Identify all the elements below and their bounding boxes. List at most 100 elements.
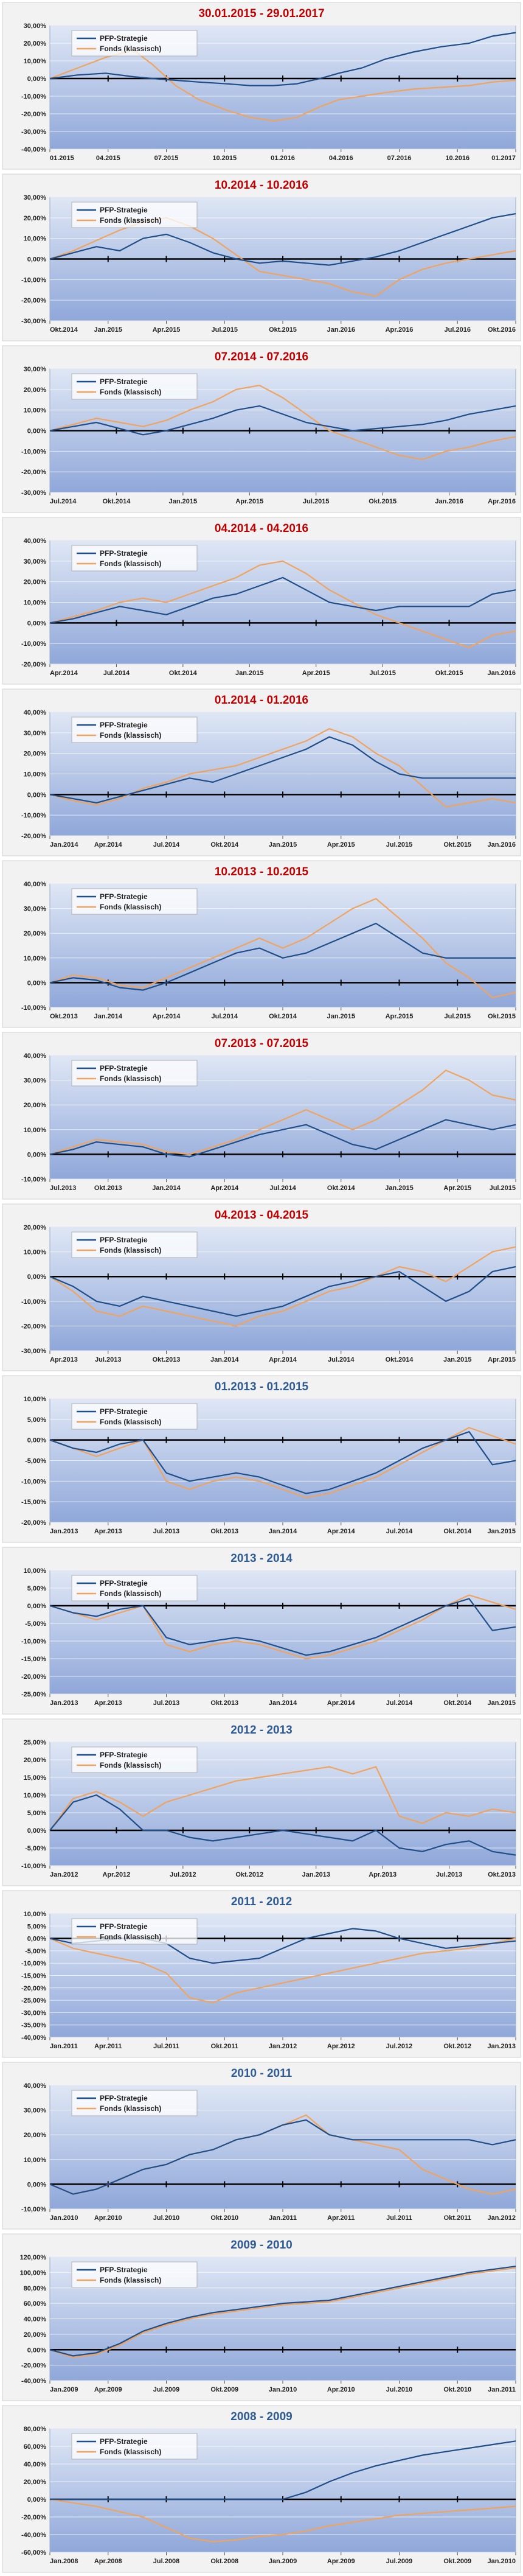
x-tick-label: 07.2016 [387, 155, 412, 162]
y-tick-label: -20,00% [21, 469, 46, 476]
x-tick-label: Okt.2009 [443, 2558, 471, 2565]
chart-panel: 2011 - 2012 10,00% 5,00% 0,00% -5,00% -10,00%… [0, 1888, 523, 2060]
chart-title: 07.2014 - 07.2016 [215, 351, 308, 363]
legend-box [71, 1575, 198, 1601]
legend-label: PFP-Strategie [100, 1579, 148, 1587]
y-tick-label: -30,00% [21, 128, 46, 136]
x-tick-label: Jan.2014 [152, 1185, 181, 1192]
series-line-strategy [49, 32, 516, 86]
x-tick-label: Jul.2015 [445, 1013, 471, 1020]
legend-box [71, 1231, 198, 1258]
y-tick-label: 40,00% [24, 1052, 47, 1060]
x-tick-label: Apr.2012 [102, 1871, 130, 1878]
x-tick-label: Okt.2013 [94, 1185, 122, 1192]
y-tick-label: 0,00% [27, 428, 46, 435]
legend-label: PFP-Strategie [100, 2266, 148, 2274]
x-tick-label: Apr.2016 [488, 498, 516, 505]
legend-label: Fonds (klassisch) [100, 1074, 161, 1083]
legend-label: PFP-Strategie [100, 34, 148, 43]
series-line-fund [49, 560, 516, 648]
y-tick-label: 10,00% [24, 1396, 47, 1403]
x-tick-label: Apr.2014 [94, 841, 123, 849]
x-tick-label: Okt.2012 [235, 1871, 263, 1878]
chart-svg: 07.2014 - 07.2016 30,00% 20,00% 10,00% 0,00%… [2, 345, 521, 513]
y-tick-label: 10,00% [24, 1792, 47, 1799]
x-tick-label: Okt.2014 [210, 841, 239, 849]
legend-label: Fonds (klassisch) [100, 731, 161, 740]
y-tick-label: 30,00% [24, 730, 47, 737]
x-tick-label: Jan.2015 [169, 498, 197, 505]
chart-svg: 01.2013 - 01.2015 10,00% 5,00% 0,00% -5,00% -… [2, 1375, 521, 1543]
series-line-strategy [49, 405, 516, 436]
chart-title: 04.2013 - 04.2015 [215, 1209, 309, 1222]
y-tick-label: -15,00% [21, 1973, 46, 1980]
x-tick-label: Apr.2010 [94, 2214, 122, 2222]
chart-title: 01.2013 - 01.2015 [215, 1381, 309, 1393]
chart-svg: 2012 - 2013 25,00% 20,00% 15,00% 10,00% 5,00%… [2, 1718, 521, 1886]
x-tick-label: Jan.2016 [488, 841, 516, 849]
chart-svg: 30.01.2015 - 29.01.2017 30,00% 20,00% 10,00… [2, 2, 521, 170]
x-tick-label: Apr.2015 [153, 326, 181, 334]
y-tick-label: 0,00% [27, 1437, 46, 1444]
y-tick-label: 10,00% [24, 600, 47, 607]
legend-label: PFP-Strategie [100, 2094, 148, 2102]
y-tick-label: -10,00% [21, 640, 46, 648]
y-tick-label: 10,00% [24, 955, 47, 962]
series-line-fund [49, 1069, 516, 1155]
x-tick-label: Jan.2011 [50, 2043, 78, 2050]
chart-svg: 2013 - 2014 10,00% 5,00% 0,00% -5,00% -10,00%… [2, 1547, 521, 1715]
y-tick-label: 40,00% [24, 2082, 47, 2090]
chart-svg: 10.2014 - 10.2016 30,00% 20,00% 10,00% 0,00%… [2, 173, 521, 341]
legend-label: Fonds (klassisch) [100, 1761, 161, 1769]
chart-panel: 2013 - 2014 10,00% 5,00% 0,00% -5,00% -10,00%… [0, 1545, 523, 1717]
x-tick-label: Jul.2013 [153, 1699, 179, 1707]
x-tick-label: Apr.2014 [210, 1185, 239, 1192]
y-tick-label: -20,00% [21, 2514, 46, 2521]
y-tick-label: -10,00% [21, 448, 46, 455]
chart-title: 2012 - 2013 [230, 1724, 292, 1737]
chart-panel: 07.2013 - 07.2015 40,00% 30,00% 20,00% 10,00… [0, 1030, 523, 1202]
y-tick-label: 0,00% [27, 2181, 46, 2188]
x-tick-label: Okt.2014 [386, 1356, 414, 1363]
x-tick-label: Jan.2014 [269, 1528, 297, 1535]
x-tick-label: Okt.2010 [210, 2214, 238, 2222]
x-tick-label: Jul.2009 [386, 2558, 412, 2565]
x-tick-label: Jul.2014 [212, 1013, 238, 1020]
x-tick-label: Okt.2014 [443, 1528, 472, 1535]
legend-label: Fonds (klassisch) [100, 2104, 161, 2113]
chart-title: 2009 - 2010 [230, 2239, 292, 2252]
x-tick-label: 10.2016 [445, 155, 469, 162]
x-tick-label: Okt.2014 [102, 498, 131, 505]
y-tick-label: 120,00% [20, 2254, 47, 2261]
chart-panel: 2008 - 2009 80,00% 60,00% 40,00% 20,00% 0,00%… [0, 2403, 523, 2575]
x-tick-label: Okt.2015 [435, 670, 463, 677]
series-line-strategy [49, 736, 516, 803]
x-tick-label: Jul.2016 [445, 326, 471, 334]
series-line-fund [49, 898, 516, 998]
x-tick-label: Okt.2015 [369, 498, 397, 505]
chart-panel: 2009 - 2010 120,00% 100,00% 80,00% 60,00% 40,… [0, 2231, 523, 2403]
legend-box [71, 2261, 198, 2288]
legend-label: Fonds (klassisch) [100, 2448, 161, 2456]
x-tick-label: Jul.2011 [386, 2214, 412, 2222]
y-tick-label: 0,00% [27, 979, 46, 987]
y-tick-label: 5,00% [27, 1416, 46, 1424]
y-tick-label: -10,00% [21, 1960, 46, 1967]
y-tick-label: 60,00% [24, 2300, 47, 2308]
y-tick-label: 80,00% [24, 2285, 47, 2292]
x-tick-label: Okt.2012 [443, 2043, 471, 2050]
y-tick-label: 10,00% [24, 1127, 47, 1134]
legend-label: PFP-Strategie [100, 1922, 148, 1931]
chart-svg: 2010 - 2011 40,00% 30,00% 20,00% 10,00% 0,00%… [2, 2062, 521, 2230]
x-tick-label: Jan.2016 [435, 498, 463, 505]
legend-label: Fonds (klassisch) [100, 2276, 161, 2284]
y-tick-label: 20,00% [24, 1224, 47, 1231]
y-tick-label: 20,00% [24, 2331, 47, 2339]
legend-label: Fonds (klassisch) [100, 216, 161, 225]
y-tick-label: 30,00% [24, 366, 47, 373]
x-tick-label: Jul.2010 [386, 2386, 412, 2393]
x-tick-label: Okt.2011 [211, 2043, 238, 2050]
chart-svg: 04.2014 - 04.2016 40,00% 30,00% 20,00% 10,00… [2, 517, 521, 685]
x-tick-label: Jan.2009 [50, 2386, 78, 2393]
legend-box [71, 888, 198, 915]
